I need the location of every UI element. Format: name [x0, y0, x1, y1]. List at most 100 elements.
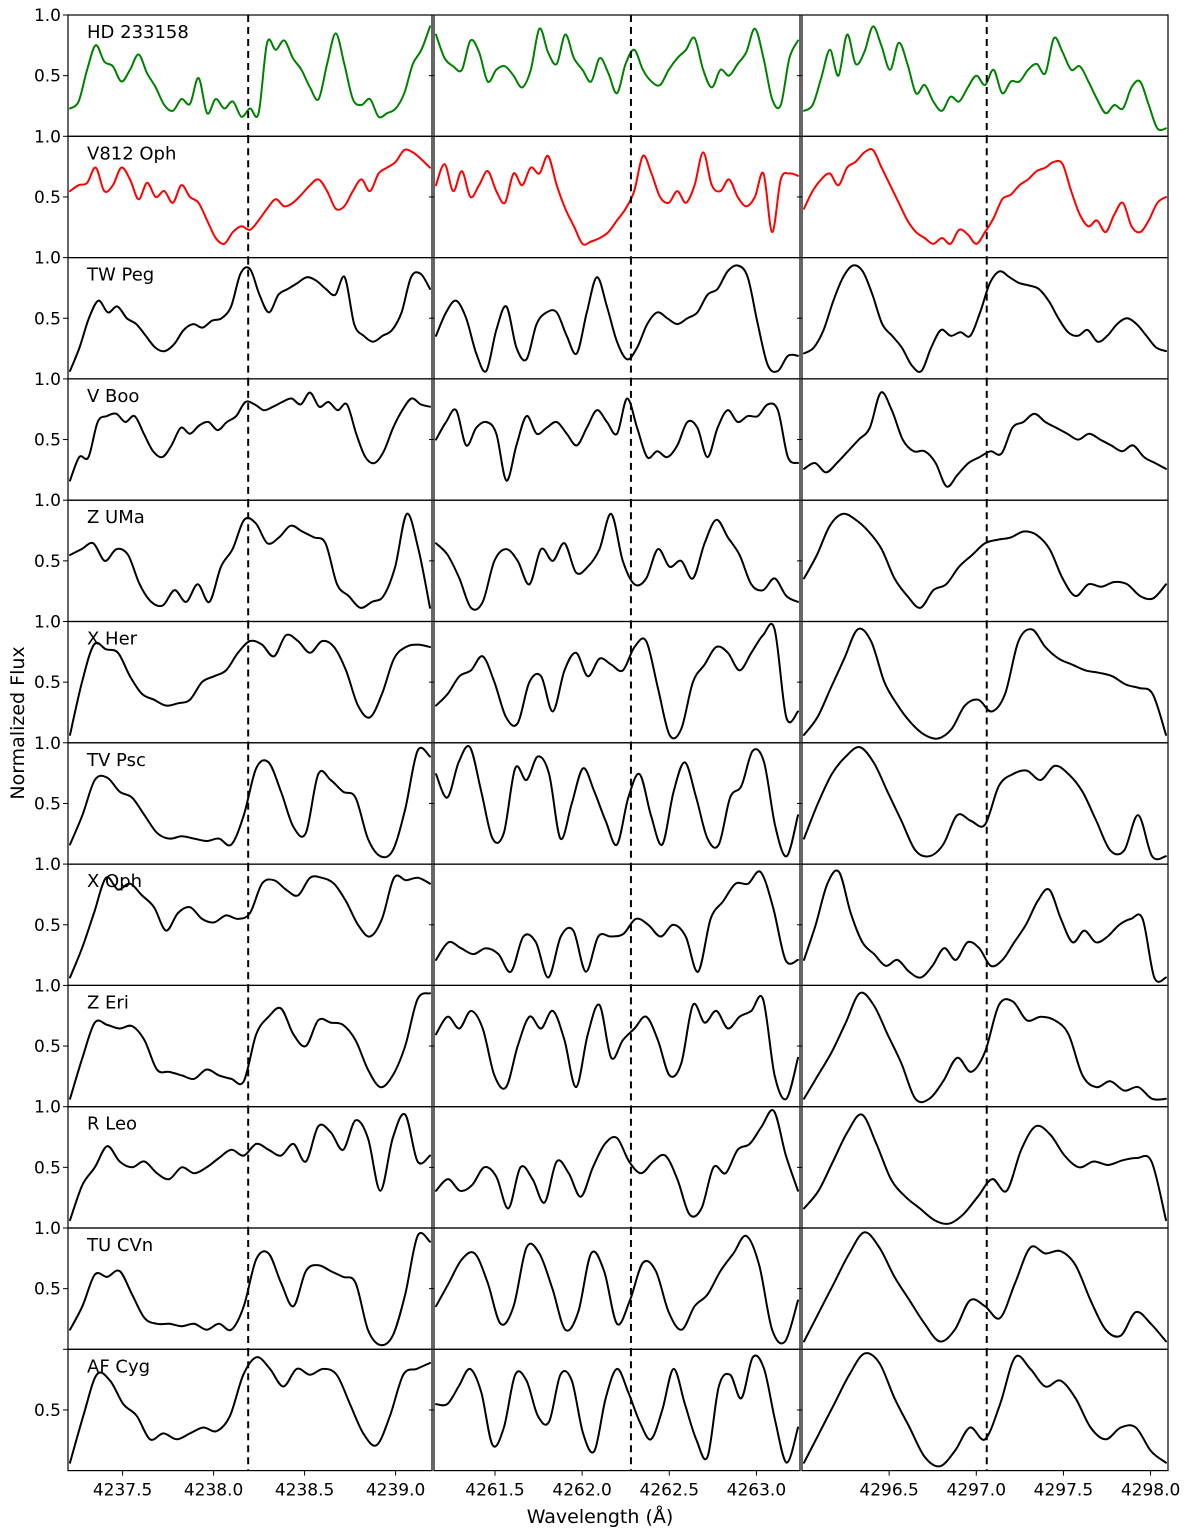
spectrum-line [69, 1356, 431, 1464]
spectrum-line [435, 870, 799, 979]
spectrum-line [69, 1231, 431, 1347]
panel-frame [433, 742, 801, 865]
panel-row-af-cyg: 4237.5 4238.0 4238.5 4239.0 4261.5 4262.0 4262… [34, 1348, 1180, 1501]
spectrum-line [435, 512, 799, 611]
x-tick-label: 4297.0 [947, 1481, 1006, 1501]
y-tick-label: 0.5 [34, 1158, 61, 1178]
spectrum-line [803, 512, 1167, 609]
panel-frame [433, 1348, 801, 1472]
star-name-label: TW Peg [86, 265, 154, 286]
spectrum-line [69, 266, 431, 372]
panel-row-v-boo: 0.5 1.0 V Boo [34, 370, 1169, 501]
spectrum-line [435, 27, 799, 110]
spectrum-line [435, 151, 799, 246]
spectrum-line [803, 148, 1167, 246]
spectrum-line [803, 991, 1167, 1104]
panel-row-z-eri: 0.5 1.0 Z Eri [34, 976, 1169, 1108]
y-tick-label: 1.0 [34, 613, 61, 633]
spectrum-line [435, 745, 799, 858]
panel-row-v812-oph: 0.5 1.0 V812 Oph [34, 127, 1169, 259]
y-tick-label: 0.5 [34, 794, 61, 814]
y-axis-label: Normalized Flux [7, 646, 29, 799]
x-axis-label: Wavelength (Å) [527, 1505, 674, 1528]
star-name-label: Z Eri [87, 992, 129, 1013]
y-tick-label: 1.0 [34, 127, 61, 147]
x-tick-label: 4262.0 [552, 1481, 611, 1501]
y-tick-label: 0.5 [34, 67, 61, 87]
panel-frame [433, 14, 801, 137]
panel-frame [801, 1348, 1169, 1472]
star-name-label: TU CVn [86, 1235, 153, 1256]
panel-frame [433, 378, 801, 501]
spectrum-line [803, 391, 1167, 488]
y-tick-label: 0.5 [34, 673, 61, 693]
y-tick-label: 1.0 [34, 1219, 61, 1239]
x-tick-label: 4298.0 [1121, 1481, 1180, 1501]
spectrum-line [435, 1109, 799, 1218]
y-tick-label: 1.0 [34, 249, 61, 269]
panel-frame [801, 135, 1169, 259]
panel-frame [801, 378, 1169, 501]
y-tick-label: 0.5 [34, 916, 61, 936]
x-tick-label: 4238.5 [275, 1481, 334, 1501]
panel-row-hd-233158: 0.5 1.0 HD 233158 [34, 6, 1169, 137]
star-name-label: X Her [87, 629, 138, 650]
y-tick-label: 0.5 [34, 1037, 61, 1057]
star-name-label: Z UMa [87, 507, 145, 528]
spectrum-line [69, 874, 431, 979]
star-name-label: R Leo [87, 1114, 137, 1135]
y-tick-label: 1.0 [34, 855, 61, 875]
spectrum-line [435, 995, 799, 1101]
y-tick-label: 1.0 [34, 370, 61, 390]
y-tick-label: 1.0 [34, 491, 61, 511]
spectrum-line [69, 512, 431, 609]
spectrum-line [803, 746, 1167, 861]
star-name-label: HD 233158 [87, 22, 189, 43]
y-tick-label: 0.5 [34, 309, 61, 329]
x-tick-label: 4262.5 [640, 1481, 699, 1501]
x-tick-label: 4238.0 [184, 1481, 243, 1501]
spectrum-line [435, 1354, 799, 1464]
y-tick-label: 1.0 [34, 1098, 61, 1118]
panel-row-tw-peg: 0.5 1.0 TW Peg [34, 249, 1169, 380]
panel-frame [801, 14, 1169, 137]
panel-row-z-uma: 0.5 1.0 Z UMa [34, 491, 1169, 623]
spectrum-line [803, 25, 1167, 132]
spectrum-line [803, 1352, 1167, 1468]
spectrum-line [435, 1234, 799, 1345]
panel-frame [801, 499, 1169, 623]
panel-row-tu-cvn: 0.5 1.0 TU CVn [34, 1219, 1169, 1350]
spectrum-line [69, 1112, 431, 1222]
panel-frame [433, 620, 801, 744]
x-tick-label: 4237.5 [93, 1481, 152, 1501]
y-tick-label: 0.5 [34, 188, 61, 208]
panel-row-r-leo: 0.5 1.0 R Leo [34, 1098, 1169, 1229]
spectrum-line [803, 1231, 1167, 1343]
spectrum-line [803, 869, 1167, 983]
x-tick-label: 4263.0 [727, 1481, 786, 1501]
y-tick-label: 1.0 [34, 976, 61, 996]
star-name-label: V Boo [87, 386, 139, 407]
star-name-label: V812 Oph [87, 143, 176, 164]
spectrum-line [69, 746, 431, 859]
star-name-label: X Oph [87, 871, 142, 892]
spectrum-line [69, 391, 431, 482]
x-tick-label: 4261.5 [465, 1481, 524, 1501]
panel-frame [433, 499, 801, 623]
panel-row-x-oph: 0.5 1.0 X Oph [34, 855, 1169, 986]
y-tick-label: 1.0 [34, 6, 61, 26]
x-tick-label: 4296.5 [859, 1481, 918, 1501]
panel-frame [801, 863, 1169, 986]
panel-frame [801, 257, 1169, 380]
spectrum-line [69, 25, 431, 119]
panel-frame [433, 984, 801, 1108]
spectrum-line [69, 148, 431, 246]
panel-frame [801, 742, 1169, 865]
star-name-label: TV Psc [86, 750, 146, 771]
panel-row-tv-psc: 0.5 1.0 TV Psc [34, 734, 1169, 865]
spectrum-line [435, 397, 799, 482]
spectrum-line [435, 622, 799, 740]
panel-frame [801, 1106, 1169, 1229]
spectrum-line [803, 627, 1167, 740]
